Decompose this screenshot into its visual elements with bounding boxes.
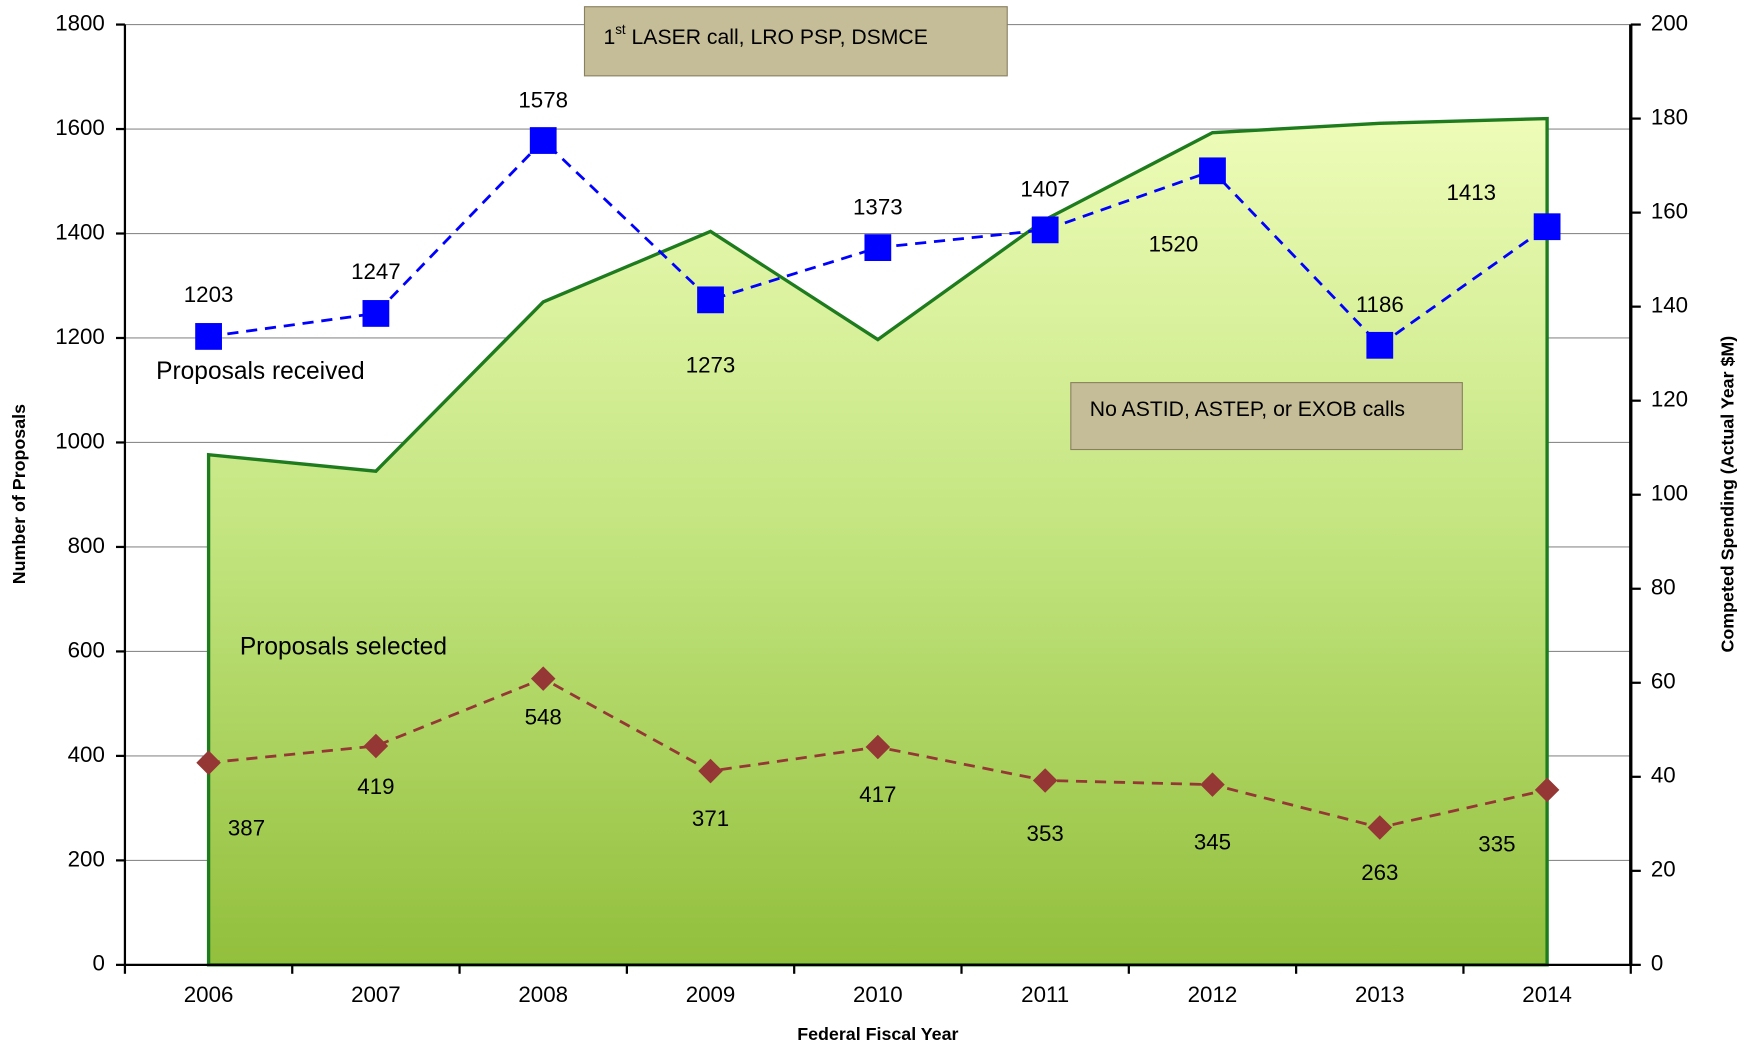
value-label: 371 <box>692 806 729 831</box>
y-tick-label: 400 <box>68 742 105 767</box>
x-tick-label: 2012 <box>1188 982 1238 1007</box>
y2-tick-label: 0 <box>1651 951 1663 976</box>
annotation: 1st LASER call, LRO PSP, DSMCE <box>603 22 927 49</box>
marker <box>1534 777 1560 803</box>
y2-tick-label: 40 <box>1651 763 1676 788</box>
marker <box>530 666 556 691</box>
x-tick-label: 2009 <box>686 982 736 1007</box>
marker <box>1533 213 1561 241</box>
value-label: 1520 <box>1149 231 1199 256</box>
marker <box>1367 815 1393 840</box>
y-tick-label: 600 <box>68 637 105 662</box>
y-tick-label: 0 <box>92 951 104 976</box>
series-label: Proposals selected <box>240 634 447 661</box>
y2-axis-title: Competed Spending (Actual Year $M) <box>1718 336 1738 653</box>
y2-tick-label: 100 <box>1651 481 1688 506</box>
marker <box>1031 216 1059 244</box>
annotation-superscript: st <box>615 22 626 37</box>
x-tick-label: 2006 <box>184 982 234 1007</box>
y2-tick-label: 120 <box>1651 387 1688 412</box>
y-tick-label: 200 <box>68 846 105 871</box>
x-tick-label: 2011 <box>1021 982 1069 1007</box>
marker <box>1366 331 1394 359</box>
x-tick-label: 2014 <box>1522 982 1572 1007</box>
x-tick-label: 2008 <box>518 982 568 1007</box>
marker <box>363 733 389 759</box>
series-label: Proposals received <box>156 358 364 385</box>
y-tick-label: 1200 <box>55 324 105 349</box>
value-label: 263 <box>1361 860 1398 885</box>
x-tick-label: 2007 <box>351 982 401 1007</box>
value-label: 387 <box>228 816 265 841</box>
value-label: 335 <box>1478 832 1515 857</box>
value-label: 1373 <box>853 194 903 219</box>
annotation-text: LASER call, LRO PSP, DSMCE <box>626 26 928 49</box>
value-label: 345 <box>1194 830 1231 855</box>
x-tick-label: 2013 <box>1355 982 1405 1007</box>
y-axis-title: Number of Proposals <box>9 404 29 584</box>
y2-tick-label: 180 <box>1651 104 1688 129</box>
x-tick-label: 2010 <box>853 982 903 1007</box>
value-label: 1273 <box>686 353 736 378</box>
value-label: 353 <box>1027 821 1064 846</box>
marker <box>196 750 221 775</box>
y-tick-label: 1400 <box>55 219 105 244</box>
value-label: 1186 <box>1356 292 1404 317</box>
value-label: 1578 <box>518 87 568 112</box>
marker <box>864 234 892 262</box>
marker <box>195 323 222 350</box>
value-label: 417 <box>859 782 896 807</box>
marker <box>698 758 723 784</box>
y2-tick-label: 80 <box>1651 575 1676 600</box>
value-label: 1203 <box>184 282 234 307</box>
value-label: 548 <box>525 705 562 730</box>
marker <box>1032 768 1058 793</box>
y2-tick-label: 160 <box>1651 199 1688 224</box>
value-label: 419 <box>357 774 394 799</box>
marker <box>1200 772 1225 797</box>
y-tick-label: 1800 <box>55 10 105 35</box>
y2-tick-label: 60 <box>1651 669 1676 694</box>
y2-tick-label: 140 <box>1651 293 1688 318</box>
annotation: No ASTID, ASTEP, or EXOB calls <box>1090 398 1405 421</box>
y2-tick-label: 200 <box>1651 10 1688 35</box>
marker <box>529 127 557 154</box>
y-tick-label: 800 <box>68 533 105 558</box>
marker <box>362 300 390 327</box>
annotation-text: 1 <box>603 26 615 49</box>
value-label: 1407 <box>1020 177 1070 202</box>
marker <box>865 734 891 760</box>
spending-area <box>206 116 1549 967</box>
annotation-box <box>1070 382 1463 451</box>
y-tick-label: 1000 <box>55 428 105 453</box>
y2-tick-label: 20 <box>1651 857 1676 882</box>
annotation-box <box>583 6 1008 77</box>
y-tick-label: 1600 <box>55 115 105 140</box>
marker <box>697 286 724 314</box>
x-axis-title: Federal Fiscal Year <box>797 1024 958 1044</box>
marker <box>1199 157 1226 185</box>
value-label: 1413 <box>1446 180 1496 205</box>
value-label: 1247 <box>351 259 401 284</box>
